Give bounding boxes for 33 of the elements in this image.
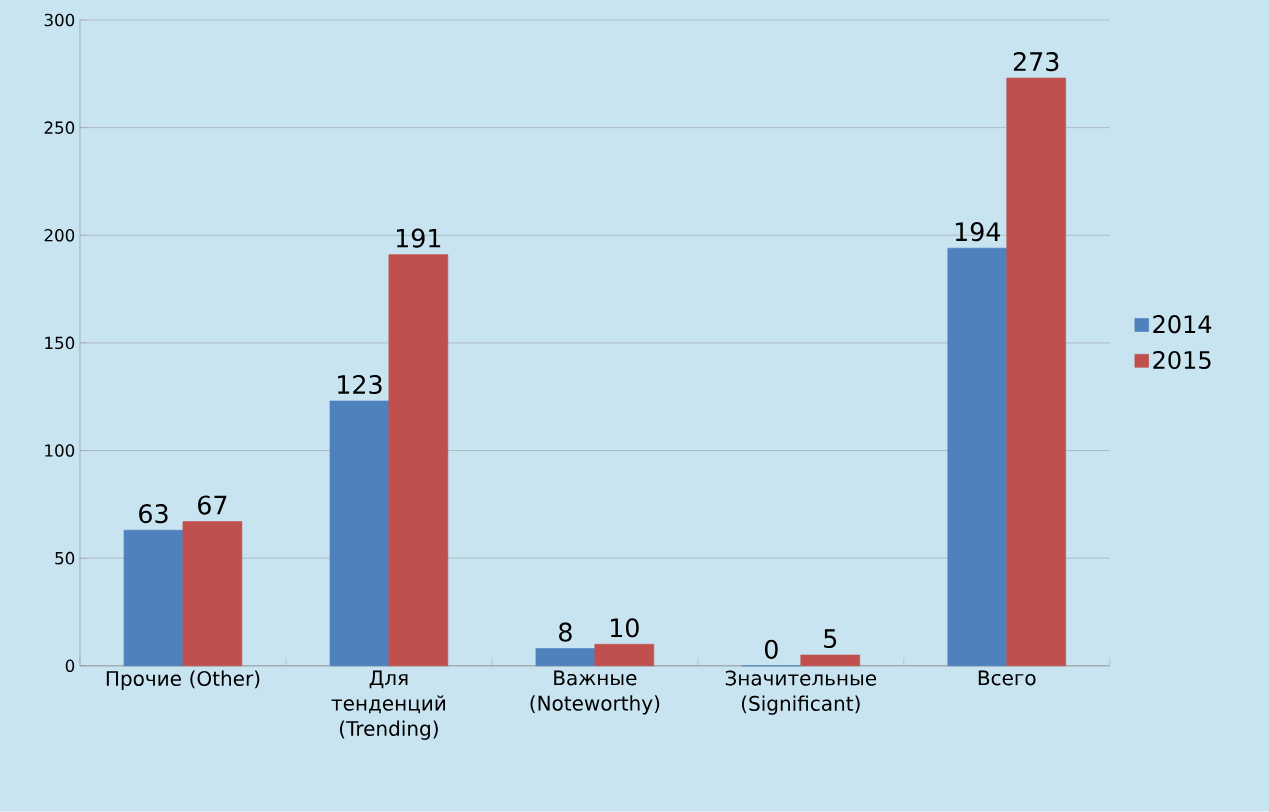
x-tick-label: Важные (Noteworthy) bbox=[530, 670, 660, 715]
data-label: 273 bbox=[1013, 52, 1059, 72]
bar bbox=[800, 654, 861, 667]
data-label: 191 bbox=[396, 228, 441, 248]
y-tick-label: 0 bbox=[65, 659, 75, 673]
legend-label: 2015 bbox=[1153, 351, 1211, 370]
x-tick-label: Для тенденций (Trending) bbox=[331, 670, 445, 741]
x-tick-label: Значительные (Significant) bbox=[725, 670, 877, 715]
bar bbox=[123, 529, 184, 667]
bar bbox=[535, 648, 596, 667]
y-tick-label: 100 bbox=[45, 444, 75, 457]
y-tick-label: 250 bbox=[44, 121, 75, 135]
data-label: 5 bbox=[824, 629, 837, 649]
data-label: 194 bbox=[955, 222, 1001, 242]
bar bbox=[947, 247, 1008, 667]
data-label: 63 bbox=[139, 504, 168, 524]
data-label: 10 bbox=[610, 618, 639, 638]
bar bbox=[594, 644, 655, 667]
data-label: 123 bbox=[338, 375, 382, 395]
bar bbox=[1006, 77, 1066, 667]
y-tick-label: 200 bbox=[44, 229, 75, 242]
legend-label: 2014 bbox=[1153, 315, 1212, 334]
y-tick-label: 150 bbox=[45, 336, 75, 350]
y-tick-label: 300 bbox=[44, 13, 75, 27]
data-label: 67 bbox=[198, 495, 227, 515]
data-label: 0 bbox=[764, 639, 778, 659]
bar bbox=[182, 521, 243, 667]
x-tick-label: Всего bbox=[978, 670, 1036, 686]
x-tick-label: Прочие (Other) bbox=[106, 670, 260, 690]
bar bbox=[388, 254, 449, 667]
y-tick-label: 50 bbox=[55, 551, 75, 565]
bar bbox=[329, 400, 390, 667]
data-label: 8 bbox=[559, 622, 572, 642]
